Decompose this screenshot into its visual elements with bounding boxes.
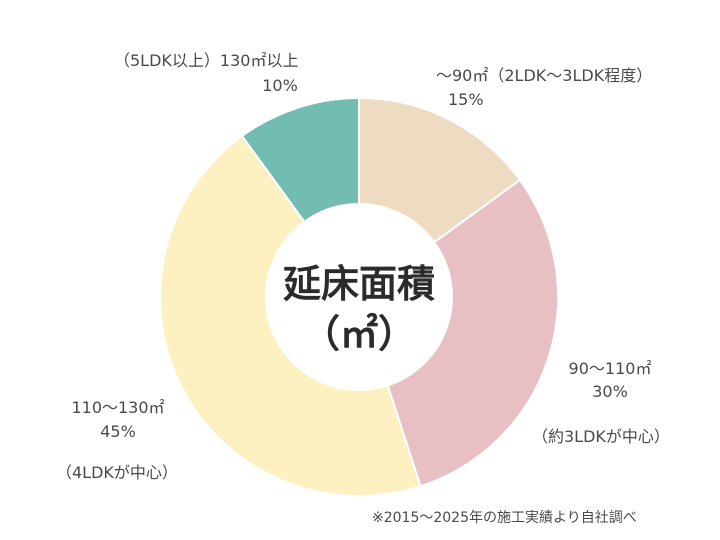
slice-2-percent: 45%	[100, 422, 136, 441]
donut-slice-3	[240, 96, 360, 224]
donut-slice-1	[386, 178, 559, 488]
donut-slice-0	[358, 96, 522, 244]
slice-0-category: （2LDK〜3LDK程度）	[488, 66, 653, 85]
slice-3-percent: 10%	[262, 76, 298, 95]
slice-1-range: 90〜110㎡	[568, 359, 652, 378]
slice-0-percent: 15%	[448, 90, 484, 109]
slice-2-category: （4LDKが中心）	[56, 463, 178, 482]
source-footnote: ※2015〜2025年の施工実績より自社調べ	[372, 510, 637, 526]
slice-1-category: （約3LDKが中心）	[532, 427, 670, 446]
slice-1-percent: 30%	[592, 382, 628, 401]
slice-2-range: 110〜130㎡	[71, 398, 165, 417]
slice-0-range-label: 〜90㎡（2LDK〜3LDK程度）	[436, 66, 652, 86]
slice-3-range-label: （5LDK以上）130㎡以上	[114, 51, 299, 70]
slice-0-range: 〜90㎡	[436, 66, 489, 85]
chart-title-unit: （㎡）	[301, 312, 416, 356]
donut-hole	[267, 205, 451, 389]
donut-slice-2	[159, 134, 422, 497]
chart-title: 延床面積	[282, 262, 435, 306]
